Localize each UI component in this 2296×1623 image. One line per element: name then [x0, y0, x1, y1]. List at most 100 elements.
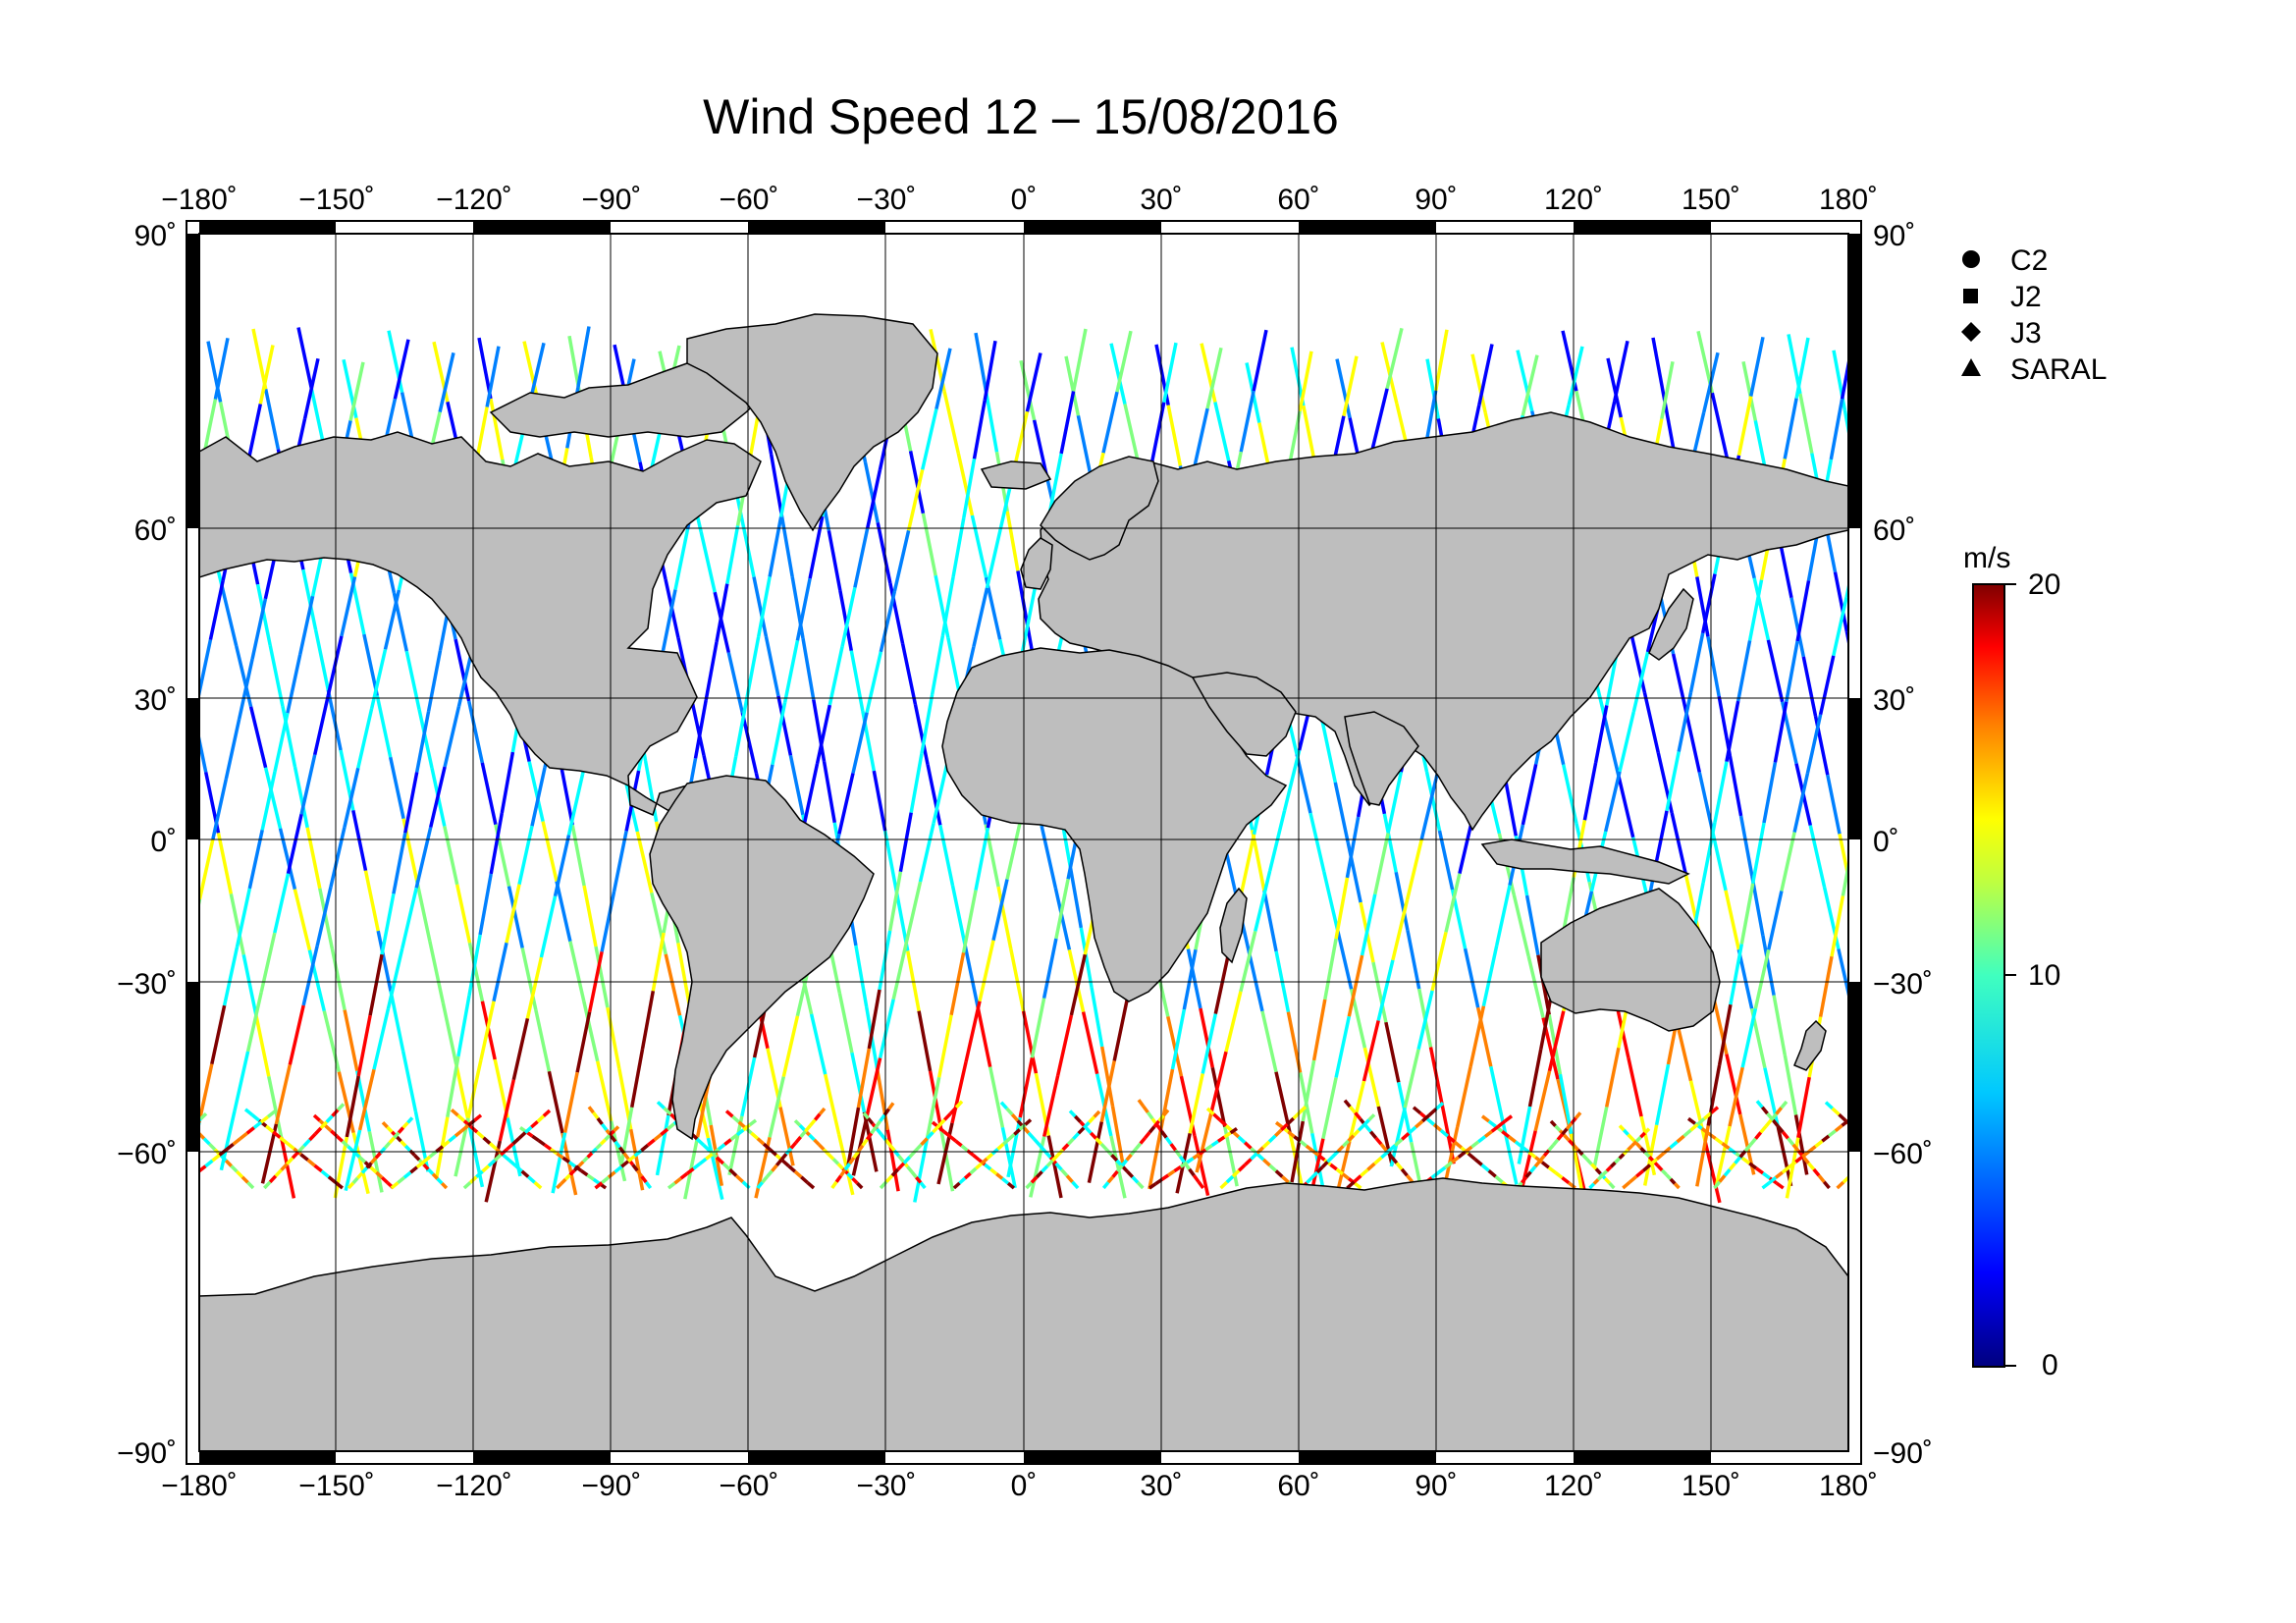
track-segment: [1723, 1167, 1732, 1177]
track-segment: [1148, 1128, 1163, 1190]
track-segment: [1041, 938, 1058, 1000]
track-segment: [431, 1172, 439, 1180]
track-segment: [580, 1168, 589, 1177]
track-segment: [1213, 953, 1231, 1014]
track-segment: [729, 1133, 738, 1142]
track-segment: [715, 1156, 724, 1165]
track-segment: [1481, 945, 1499, 1007]
track-segment: [1136, 1181, 1145, 1190]
track-segment: [1572, 1144, 1579, 1152]
track-segment: [809, 1118, 817, 1127]
track-segment: [1001, 1138, 1010, 1146]
track-segment: [222, 947, 240, 1006]
track-segment: [299, 754, 317, 815]
track-segment: [1775, 1181, 1785, 1190]
track-segment: [628, 1128, 645, 1191]
track-segment: [211, 779, 229, 839]
track-segment: [1833, 571, 1848, 632]
track-segment: [1739, 883, 1755, 945]
track-segment: [836, 1134, 855, 1196]
track-segment: [1783, 1055, 1798, 1115]
track-segment: [305, 827, 322, 890]
track-segment: [764, 635, 780, 697]
track-segment: [1317, 1154, 1326, 1162]
track-segment: [1533, 1160, 1541, 1168]
track-segment: [1547, 1144, 1555, 1152]
track-segment: [1046, 453, 1063, 516]
frame-segment: [187, 698, 199, 839]
track-segment: [1873, 420, 1886, 479]
track-segment: [742, 1123, 751, 1132]
track-segment: [2069, 1128, 2080, 1190]
track-segment: [798, 1123, 806, 1132]
landmass-scandinavia: [1040, 456, 1159, 561]
track-segment: [1403, 1049, 1420, 1109]
track-segment: [1237, 1135, 1247, 1144]
track-segment: [255, 583, 272, 646]
track-segment: [918, 822, 935, 883]
track-segment: [1734, 1156, 1742, 1165]
square-marker-icon: [1963, 289, 1978, 303]
track-segment: [1648, 1158, 1658, 1166]
track-segment: [1262, 1158, 1271, 1167]
track-segment: [985, 528, 1002, 589]
track-segment: [556, 1152, 564, 1160]
track-segment: [1609, 1161, 1617, 1168]
lat-tick-label: −90˚: [1873, 1437, 1933, 1470]
track-segment: [1801, 1156, 1810, 1164]
track-segment: [1950, 1166, 1956, 1170]
track-segment: [601, 1122, 609, 1131]
track-segment: [1229, 1126, 1238, 1135]
track-segment: [794, 1135, 802, 1144]
track-segment: [1785, 640, 1799, 703]
track-segment: [1212, 1112, 1221, 1121]
track-segment: [1563, 1134, 1571, 1142]
track-segment: [530, 1120, 539, 1129]
lat-tick-label: 90˚: [1873, 220, 1915, 252]
track-segment: [800, 1175, 809, 1184]
track-segment: [148, 876, 161, 935]
track-segment: [2013, 822, 2024, 884]
track-segment: [1879, 590, 1890, 650]
track-segment: [879, 1113, 886, 1122]
lat-axis-left: 90˚ 60˚ 30˚ 0˚ −30˚ −60˚ −90˚: [117, 220, 177, 1470]
track-segment: [879, 590, 897, 653]
track-segment: [348, 361, 365, 421]
track-segment: [1306, 1176, 1313, 1184]
track-segment: [1836, 1180, 1845, 1190]
track-segment: [1677, 691, 1693, 752]
track-segment: [1842, 1175, 1848, 1184]
track-segment: [1406, 930, 1421, 990]
track-segment: [511, 1137, 521, 1146]
track-segment: [890, 1167, 900, 1177]
track-segment: [517, 825, 534, 886]
track-segment: [1414, 1119, 1424, 1129]
track-segment: [1517, 1106, 1532, 1164]
track-segment: [614, 1140, 621, 1149]
track-segment: [1639, 1131, 1646, 1139]
track-segment: [849, 650, 865, 712]
track-segment: [651, 932, 666, 992]
track-segment: [1924, 330, 1935, 392]
track-segment: [489, 812, 505, 875]
lon-tick-label: 60˚: [1277, 1470, 1319, 1502]
track-segment: [1000, 1126, 1017, 1189]
track-segment: [673, 528, 690, 591]
lon-tick-label: −90˚: [582, 184, 642, 216]
track-segment: [1627, 1056, 1643, 1117]
track-segment: [116, 828, 129, 889]
lat-tick-label: 30˚: [1873, 684, 1915, 717]
track-segment: [1580, 1153, 1589, 1162]
track-segment: [177, 1111, 183, 1117]
track-segment: [54, 1133, 67, 1194]
track-segment: [1521, 354, 1539, 416]
frame-segment: [1848, 982, 1861, 1152]
track-segment: [213, 337, 230, 400]
track-segment: [1814, 1139, 1824, 1148]
track-segment: [224, 1159, 233, 1167]
colorbar-gradient: [1972, 583, 2005, 1368]
track-segment: [1788, 1161, 1797, 1169]
track-segment: [1434, 1101, 1445, 1110]
track-segment: [329, 827, 347, 888]
